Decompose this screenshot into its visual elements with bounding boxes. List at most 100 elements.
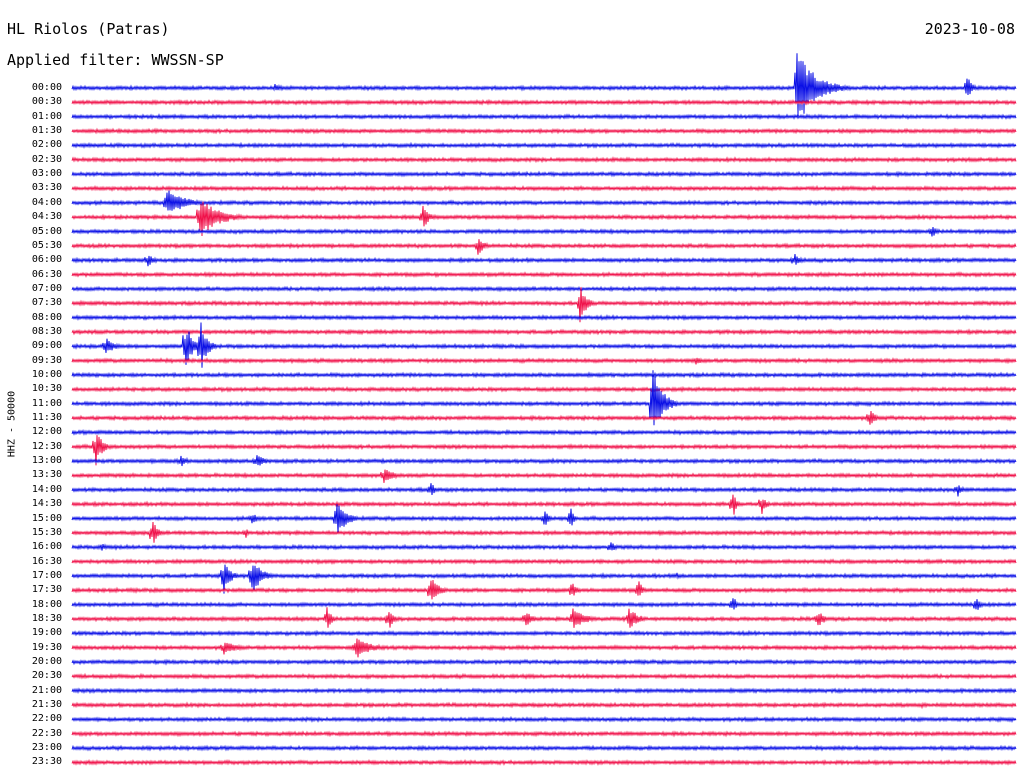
trace-line [71,579,1017,600]
time-label: 05:30 [31,239,62,251]
trace-line [71,314,1017,322]
trace-line [71,744,1017,752]
trace-line [71,328,1017,336]
time-label: 13:30 [31,469,62,481]
time-label: 04:00 [31,196,62,208]
trace-line [71,127,1017,135]
trace-line [71,494,1017,515]
trace-line [71,170,1017,178]
time-label: 01:30 [31,125,62,137]
time-label: 22:00 [31,713,62,725]
time-label: 13:00 [31,455,62,467]
time-label: 01:00 [31,110,62,122]
time-label: 23:30 [31,756,62,768]
trace-line [71,113,1017,121]
time-label: 17:00 [31,569,62,581]
filter-label: Applied filter: WWSSN-SP [7,51,224,69]
trace-line [71,287,1017,323]
record-date: 2023-10-08 [924,20,1015,38]
time-label: 00:00 [31,82,62,93]
trace-line [71,322,1017,368]
time-label: 12:00 [31,426,62,438]
trace-line [71,156,1017,164]
time-label: 18:30 [31,612,62,624]
time-label: 15:00 [31,512,62,524]
time-label: 20:30 [31,670,62,682]
trace-line [71,226,1017,237]
time-label: 07:00 [31,282,62,294]
trace-line [71,521,1017,543]
trace-line [71,370,1017,426]
time-label: 02:00 [31,139,62,151]
time-label: 18:00 [31,598,62,610]
trace-line [71,564,1017,594]
trace-line [71,504,1017,534]
time-label: 22:30 [31,727,62,739]
trace-line [71,455,1017,467]
trace-line [71,598,1017,610]
trace-line [71,371,1017,379]
trace-line [71,385,1017,393]
trace-line [71,469,1017,483]
time-label: 15:30 [31,526,62,538]
trace-line [71,730,1017,738]
time-label: 00:30 [31,96,62,108]
time-label: 04:30 [31,211,62,223]
time-axis-labels: 00:00 00:30 01:00 01:30 02:00 02:30 03:00 03:30… [0,0,70,780]
trace-line [71,428,1017,437]
time-label: 12:30 [31,440,62,452]
time-label: 02:30 [31,153,62,165]
trace-line [71,201,1017,237]
time-label: 10:30 [31,383,62,395]
trace-line [71,184,1017,193]
time-label: 06:00 [31,254,62,266]
time-label: 05:00 [31,225,62,237]
time-label: 17:30 [31,584,62,596]
trace-line [71,357,1017,365]
time-label: 14:30 [31,498,62,510]
trace-line [71,190,1017,211]
trace-line [71,658,1017,666]
trace-line [71,687,1017,695]
trace-line [71,141,1017,149]
time-label: 19:30 [31,641,62,653]
time-label: 21:30 [31,699,62,711]
trace-line [71,98,1017,106]
trace-line [71,701,1017,710]
time-label: 10:00 [31,369,62,380]
time-label: 21:00 [31,684,62,696]
trace-line [71,607,1017,628]
trace-line [71,715,1017,723]
trace-line [71,483,1017,497]
time-label: 08:30 [31,325,62,337]
time-label: 09:00 [31,340,62,352]
trace-line [71,542,1017,551]
time-label: 06:30 [31,268,62,280]
time-label: 16:30 [31,555,62,567]
trace-line [71,629,1017,637]
time-label: 03:00 [31,168,62,180]
time-label: 07:30 [31,297,62,309]
time-label: 11:00 [31,397,62,409]
time-label: 20:00 [31,656,62,667]
trace-line [71,672,1017,680]
trace-line [71,638,1017,658]
trace-line [71,758,1017,766]
trace-line [71,285,1017,293]
time-label: 14:00 [31,483,62,495]
time-label: 16:00 [31,541,62,553]
time-label: 11:30 [31,412,62,424]
trace-line [71,270,1017,279]
trace-line [71,254,1017,267]
time-label: 23:00 [31,742,62,754]
trace-line [71,53,1017,116]
trace-line [71,239,1017,255]
time-label: 09:30 [31,354,62,366]
time-label: 19:00 [31,627,62,639]
trace-line [71,558,1017,566]
time-label: 03:30 [31,182,62,194]
station-title: HL Riolos (Patras) [7,20,170,38]
time-label: 08:00 [31,311,62,323]
trace-line [71,435,1017,466]
